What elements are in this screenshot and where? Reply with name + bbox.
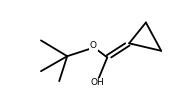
Text: O: O (90, 41, 97, 50)
Text: OH: OH (91, 78, 105, 87)
